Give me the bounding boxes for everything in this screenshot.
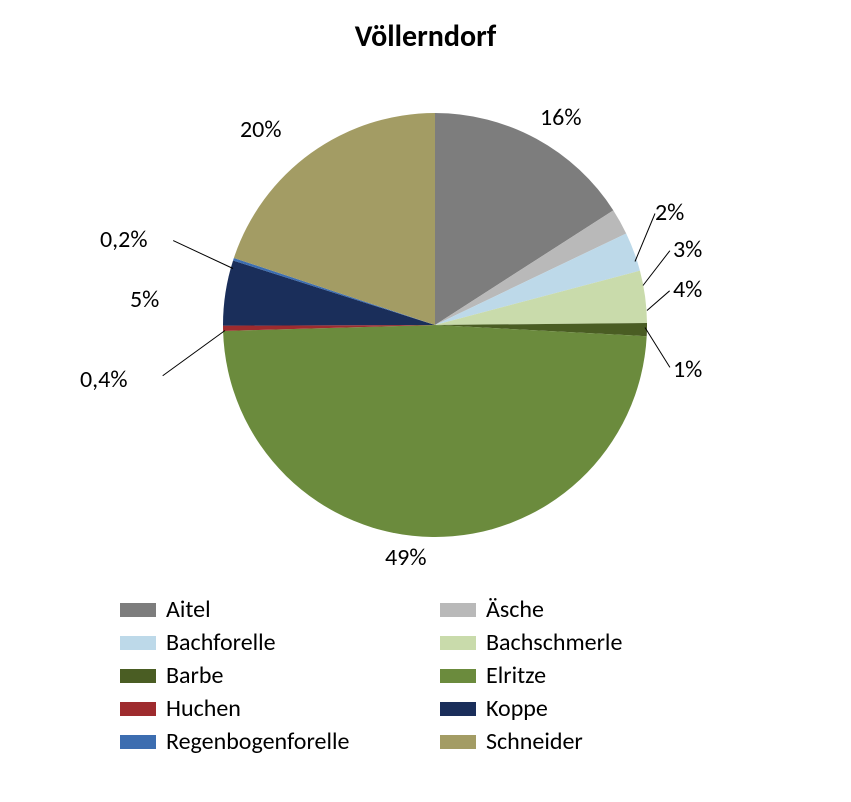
data-label-elritze: 49% <box>385 543 426 572</box>
pie-chart-area: 16% 2% 3% 4% 1% 49% 0,4% 5% 0,2% 20% <box>45 75 805 575</box>
legend-swatch <box>120 603 156 617</box>
legend-swatch <box>440 702 476 716</box>
data-label-huchen: 0,4% <box>80 365 127 394</box>
legend-swatch <box>440 636 476 650</box>
legend-label: Huchen <box>166 694 241 723</box>
legend-item-regenbogenforelle: Regenbogenforelle <box>120 727 440 756</box>
legend: Aitel Äsche Bachforelle Bachschmerle Barbe El… <box>120 595 760 760</box>
legend-label: Bachforelle <box>166 628 276 657</box>
legend-label: Koppe <box>486 694 548 723</box>
data-label-koppe: 5% <box>130 285 159 314</box>
data-label-regenbogenforelle: 0,2% <box>100 225 147 254</box>
pie-chart <box>45 75 805 575</box>
legend-label: Schneider <box>486 727 583 756</box>
chart-title: Völlerndorf <box>0 18 851 55</box>
legend-item-bachforelle: Bachforelle <box>120 628 440 657</box>
data-label-äsche: 2% <box>655 198 684 227</box>
legend-swatch <box>440 735 476 749</box>
chart-container: Völlerndorf 16%2%3%4%1%49%0,4%5%0,2%20% … <box>0 0 851 802</box>
legend-item-schneider: Schneider <box>440 727 760 756</box>
legend-swatch <box>120 669 156 683</box>
legend-label: Barbe <box>166 661 223 690</box>
legend-item-barbe: Barbe <box>120 661 440 690</box>
legend-label: Äsche <box>486 595 544 624</box>
legend-swatch <box>120 702 156 716</box>
legend-row: Huchen Koppe <box>120 694 760 727</box>
legend-item-aitel: Aitel <box>120 595 440 624</box>
data-label-bachschmerle: 4% <box>673 275 702 304</box>
data-label-aitel: 16% <box>540 103 581 132</box>
legend-swatch <box>120 735 156 749</box>
legend-swatch <box>120 636 156 650</box>
data-label-bachforelle: 3% <box>673 235 702 264</box>
legend-row: Barbe Elritze <box>120 661 760 694</box>
legend-item-huchen: Huchen <box>120 694 440 723</box>
legend-label: Regenbogenforelle <box>166 727 349 756</box>
legend-swatch <box>440 603 476 617</box>
legend-item-elritze: Elritze <box>440 661 760 690</box>
legend-label: Elritze <box>486 661 546 690</box>
legend-label: Aitel <box>166 595 211 624</box>
legend-row: Regenbogenforelle Schneider <box>120 727 760 760</box>
legend-item-koppe: Koppe <box>440 694 760 723</box>
legend-item-bachschmerle: Bachschmerle <box>440 628 760 657</box>
pie-slice-elritze <box>223 325 647 537</box>
legend-item-äsche: Äsche <box>440 595 760 624</box>
legend-label: Bachschmerle <box>486 628 622 657</box>
legend-row: Aitel Äsche <box>120 595 760 628</box>
legend-swatch <box>440 669 476 683</box>
data-label-schneider: 20% <box>240 115 281 144</box>
legend-row: Bachforelle Bachschmerle <box>120 628 760 661</box>
data-label-barbe: 1% <box>673 355 702 384</box>
